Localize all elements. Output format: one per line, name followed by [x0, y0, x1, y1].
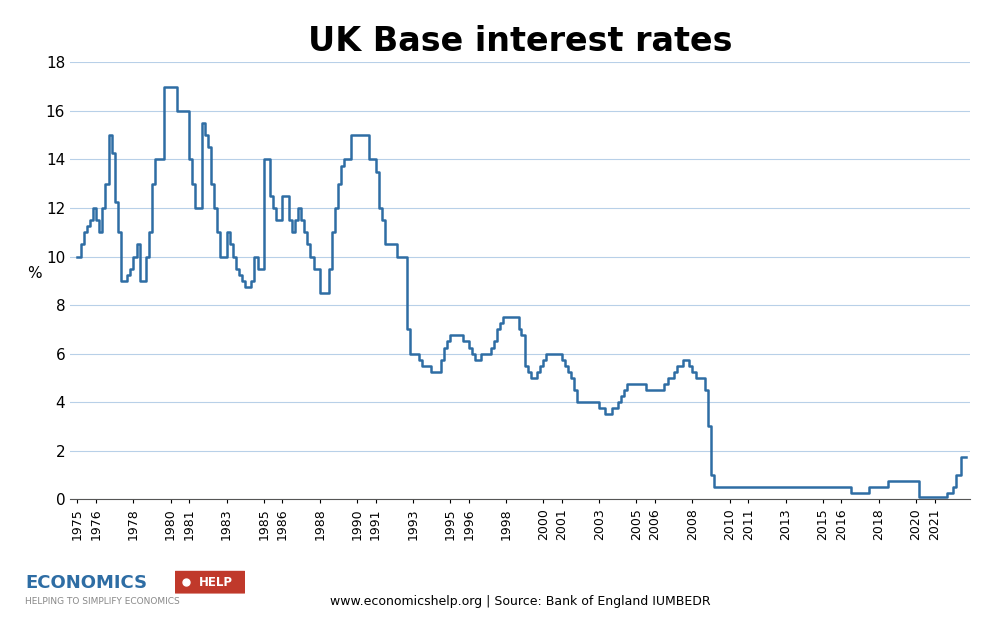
Text: HELP: HELP	[199, 576, 233, 588]
FancyBboxPatch shape	[172, 571, 248, 593]
Text: www.economicshelp.org | Source: Bank of England IUMBEDR: www.economicshelp.org | Source: Bank of …	[330, 595, 710, 608]
Text: ECONOMICS: ECONOMICS	[25, 575, 147, 592]
Y-axis label: %: %	[27, 266, 42, 281]
Title: UK Base interest rates: UK Base interest rates	[308, 26, 732, 58]
Text: HELPING TO SIMPLIFY ECONOMICS: HELPING TO SIMPLIFY ECONOMICS	[25, 597, 180, 606]
